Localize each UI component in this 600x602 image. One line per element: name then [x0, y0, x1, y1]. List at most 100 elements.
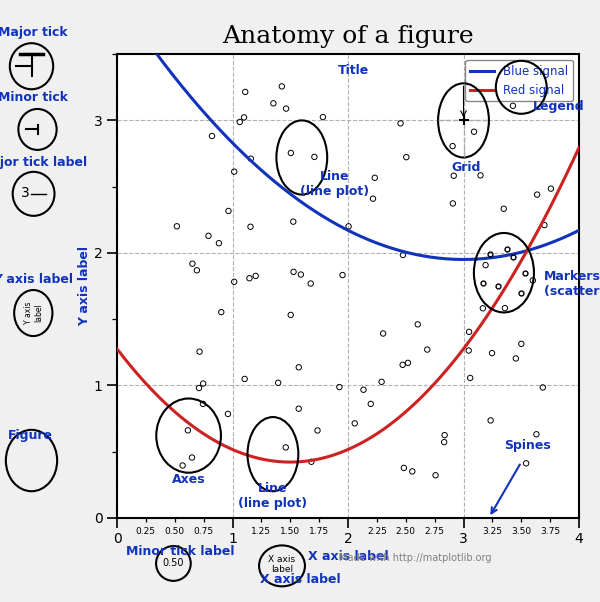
- Point: [245, 222, 255, 232]
- Red signal: [575, 144, 583, 151]
- Point: [499, 204, 509, 214]
- Point: [296, 270, 305, 279]
- Point: [476, 170, 485, 180]
- Point: [481, 260, 490, 270]
- Point: [464, 327, 474, 337]
- Title: Anatomy of a figure: Anatomy of a figure: [222, 25, 474, 48]
- Y-axis label: Y axis label: Y axis label: [78, 246, 91, 326]
- Point: [407, 467, 417, 476]
- Point: [359, 385, 368, 394]
- Text: Markers
(scatter plot): Markers (scatter plot): [544, 270, 600, 298]
- Text: X axis label: X axis label: [260, 573, 340, 586]
- Point: [286, 310, 296, 320]
- Point: [487, 349, 497, 358]
- Red signal: [388, 420, 395, 427]
- Text: Title: Title: [338, 64, 370, 77]
- Point: [245, 273, 254, 283]
- Point: [199, 379, 208, 388]
- Point: [486, 415, 496, 425]
- Point: [440, 430, 449, 440]
- Point: [403, 358, 413, 368]
- Text: 3: 3: [21, 185, 30, 199]
- Point: [398, 250, 408, 260]
- Point: [546, 184, 556, 193]
- Text: Grid: Grid: [451, 161, 481, 174]
- Point: [289, 217, 298, 226]
- Point: [478, 303, 488, 313]
- Point: [192, 265, 202, 275]
- Point: [338, 270, 347, 280]
- Point: [335, 382, 344, 392]
- Point: [224, 206, 233, 216]
- Point: [239, 113, 249, 122]
- Point: [194, 383, 204, 393]
- Point: [277, 81, 287, 91]
- Line: Red signal: Red signal: [117, 147, 579, 462]
- Point: [413, 320, 422, 329]
- Line: Blue signal: Blue signal: [117, 0, 579, 259]
- Point: [422, 345, 432, 355]
- Point: [281, 104, 291, 113]
- Point: [350, 418, 359, 428]
- Point: [198, 399, 208, 409]
- Text: Major tick label: Major tick label: [0, 155, 87, 169]
- Text: 0.50: 0.50: [163, 559, 184, 568]
- Point: [235, 117, 245, 127]
- Point: [310, 152, 319, 162]
- Blue signal: [115, 0, 122, 3]
- Blue signal: [533, 244, 541, 251]
- Point: [195, 347, 205, 356]
- Point: [370, 173, 380, 182]
- Text: Minor tick: Minor tick: [0, 90, 68, 104]
- X-axis label: X axis label: X axis label: [308, 550, 388, 563]
- Point: [269, 99, 278, 108]
- Point: [344, 222, 353, 231]
- Legend: Blue signal, Red signal: Blue signal, Red signal: [466, 60, 573, 101]
- Point: [294, 362, 304, 372]
- Text: X axis
label: X axis label: [268, 555, 296, 574]
- Red signal: [390, 418, 397, 426]
- Red signal: [115, 347, 122, 355]
- Point: [399, 463, 409, 473]
- Point: [500, 303, 509, 313]
- Point: [240, 374, 250, 383]
- Point: [188, 259, 197, 268]
- Text: Minor tick label: Minor tick label: [126, 545, 234, 558]
- Text: Y axis
label: Y axis label: [23, 302, 43, 324]
- Red signal: [398, 412, 405, 419]
- Text: Figure: Figure: [7, 429, 53, 442]
- Point: [274, 378, 283, 388]
- Blue signal: [460, 256, 467, 263]
- Point: [448, 141, 457, 151]
- Point: [246, 154, 256, 164]
- Red signal: [113, 345, 121, 352]
- Blue signal: [575, 227, 583, 234]
- Point: [229, 277, 239, 287]
- Point: [368, 194, 378, 203]
- Point: [178, 461, 187, 470]
- Point: [469, 127, 479, 137]
- Text: Made with http://matplotlib.org: Made with http://matplotlib.org: [339, 553, 491, 563]
- Point: [241, 87, 250, 97]
- Point: [281, 442, 290, 452]
- Point: [466, 373, 475, 383]
- Point: [532, 190, 542, 199]
- Point: [229, 167, 239, 176]
- Point: [464, 346, 473, 355]
- Text: Spines: Spines: [504, 439, 551, 452]
- Point: [251, 271, 260, 281]
- Point: [203, 231, 213, 241]
- Point: [538, 383, 548, 393]
- Point: [183, 426, 193, 435]
- Point: [366, 399, 376, 409]
- Red signal: [286, 459, 293, 466]
- Point: [539, 91, 549, 101]
- Text: Legend: Legend: [532, 100, 584, 113]
- Red signal: [505, 280, 512, 287]
- Point: [517, 339, 526, 349]
- Red signal: [533, 228, 541, 235]
- Point: [532, 429, 541, 439]
- Point: [207, 131, 217, 141]
- Point: [521, 459, 531, 468]
- Point: [431, 470, 440, 480]
